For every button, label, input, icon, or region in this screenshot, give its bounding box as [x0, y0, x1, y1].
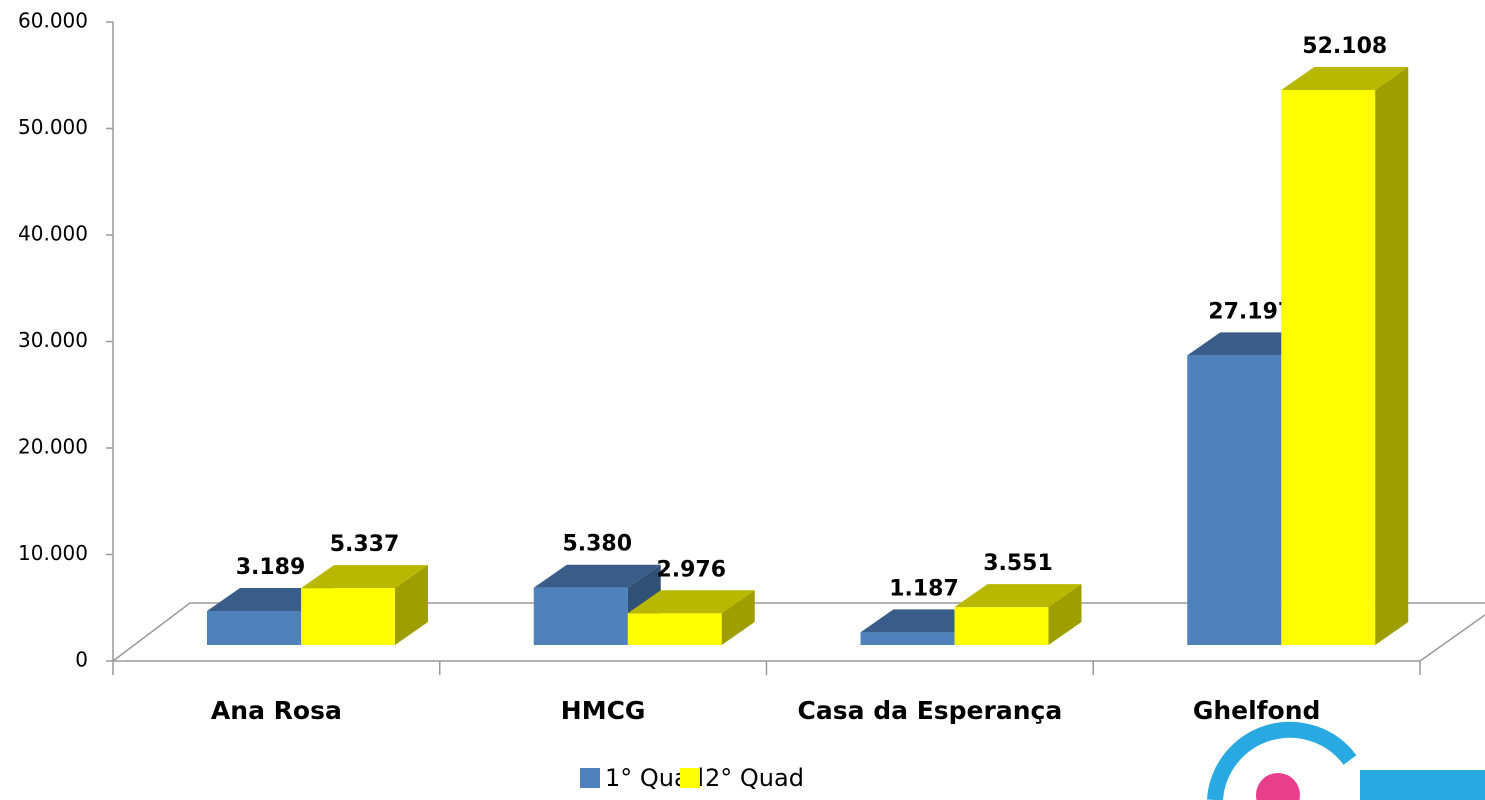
- y-tick-label: 10.000: [18, 541, 88, 565]
- x-tick-label: Casa da Esperança: [798, 696, 1063, 725]
- bar-side: [395, 565, 428, 645]
- bar-front: [1281, 90, 1376, 645]
- bar-front: [207, 611, 301, 645]
- bar-front: [954, 607, 1049, 645]
- bar-top: [1281, 67, 1409, 91]
- bar-side: [1048, 584, 1082, 645]
- logo: [1207, 721, 1485, 800]
- value-label: 3.551: [983, 551, 1053, 576]
- legend-label: 2° Quad: [705, 764, 804, 792]
- y-tick-label: 60.000: [18, 9, 88, 33]
- y-tick-label: 30.000: [18, 328, 88, 352]
- bar-front: [1187, 355, 1282, 645]
- value-label: 3.189: [236, 555, 306, 580]
- bar: [627, 590, 755, 645]
- bar: [1281, 67, 1409, 645]
- bar-front: [860, 632, 955, 645]
- bar-top: [627, 590, 755, 614]
- bar-top: [301, 565, 428, 589]
- bar-top: [954, 584, 1082, 608]
- value-label: 5.380: [562, 532, 632, 557]
- bar-side: [1375, 67, 1409, 645]
- bar-top: [533, 564, 661, 588]
- y-tick-label: 20.000: [18, 435, 88, 459]
- y-tick-label: 0: [75, 648, 88, 672]
- value-label: 2.976: [656, 557, 726, 582]
- legend-swatch: [680, 768, 700, 788]
- bar-front: [533, 587, 628, 645]
- y-tick-label: 40.000: [18, 222, 88, 246]
- y-tick-label: 50.000: [18, 115, 88, 139]
- x-tick-label: Ana Rosa: [211, 696, 342, 725]
- bar: [954, 584, 1082, 645]
- bar: [301, 565, 428, 645]
- x-tick-label: HMCG: [561, 696, 646, 725]
- value-label: 5.337: [330, 532, 400, 557]
- bar-front: [627, 613, 722, 645]
- bar-front: [301, 588, 395, 645]
- legend-swatch: [580, 768, 600, 788]
- value-label: 27.197: [1208, 299, 1293, 324]
- value-label: 1.187: [889, 576, 959, 601]
- bar-side: [721, 590, 755, 645]
- x-tick-label: Ghelfond: [1193, 696, 1321, 725]
- value-label: 52.108: [1302, 34, 1387, 59]
